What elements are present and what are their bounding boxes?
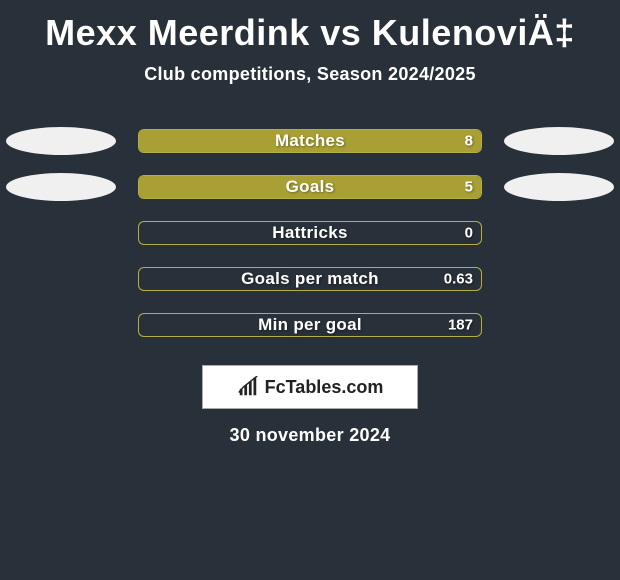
bar-fill-right xyxy=(310,176,481,198)
stat-row: 5 Goals xyxy=(0,175,620,199)
bar-right: 5 xyxy=(310,175,482,199)
bar-left xyxy=(138,175,310,199)
stat-row: 8 Matches xyxy=(0,129,620,153)
logo-text: FcTables.com xyxy=(265,377,384,398)
chart-icon xyxy=(237,376,259,398)
stat-bar: 0 Hattricks xyxy=(138,221,482,245)
player-avatar-right xyxy=(504,173,614,201)
stat-value-right: 187 xyxy=(448,317,473,334)
bar-fill-left xyxy=(139,176,310,198)
stat-row: 0 Hattricks xyxy=(0,221,620,245)
stat-label: Goals xyxy=(286,177,335,197)
stat-bar: 187 Min per goal xyxy=(138,313,482,337)
stats-block: 8 Matches 5 Goals 0 Hattricks 0.63 Goals per ma… xyxy=(0,129,620,337)
stat-value-right: 0.63 xyxy=(444,271,473,288)
stat-bar: 5 Goals xyxy=(138,175,482,199)
player-avatar-left xyxy=(6,127,116,155)
stat-bar: 0.63 Goals per match xyxy=(138,267,482,291)
stat-label: Matches xyxy=(275,131,345,151)
player-avatar-right xyxy=(504,127,614,155)
date-text: 30 november 2024 xyxy=(0,425,620,446)
stat-value-right: 0 xyxy=(465,225,473,242)
stat-row: 187 Min per goal xyxy=(0,313,620,337)
page-title: Mexx Meerdink vs KulenoviÄ‡ xyxy=(0,0,620,54)
subtitle: Club competitions, Season 2024/2025 xyxy=(0,64,620,85)
stat-label: Min per goal xyxy=(258,315,362,335)
player-avatar-left xyxy=(6,173,116,201)
comparison-container: Mexx Meerdink vs KulenoviÄ‡ Club competi… xyxy=(0,0,620,580)
stat-bar: 8 Matches xyxy=(138,129,482,153)
stat-label: Hattricks xyxy=(272,223,347,243)
stat-row: 0.63 Goals per match xyxy=(0,267,620,291)
logo-box: FcTables.com xyxy=(202,365,418,409)
stat-label: Goals per match xyxy=(241,269,379,289)
stat-value-right: 8 xyxy=(465,133,473,150)
stat-value-right: 5 xyxy=(465,179,473,196)
